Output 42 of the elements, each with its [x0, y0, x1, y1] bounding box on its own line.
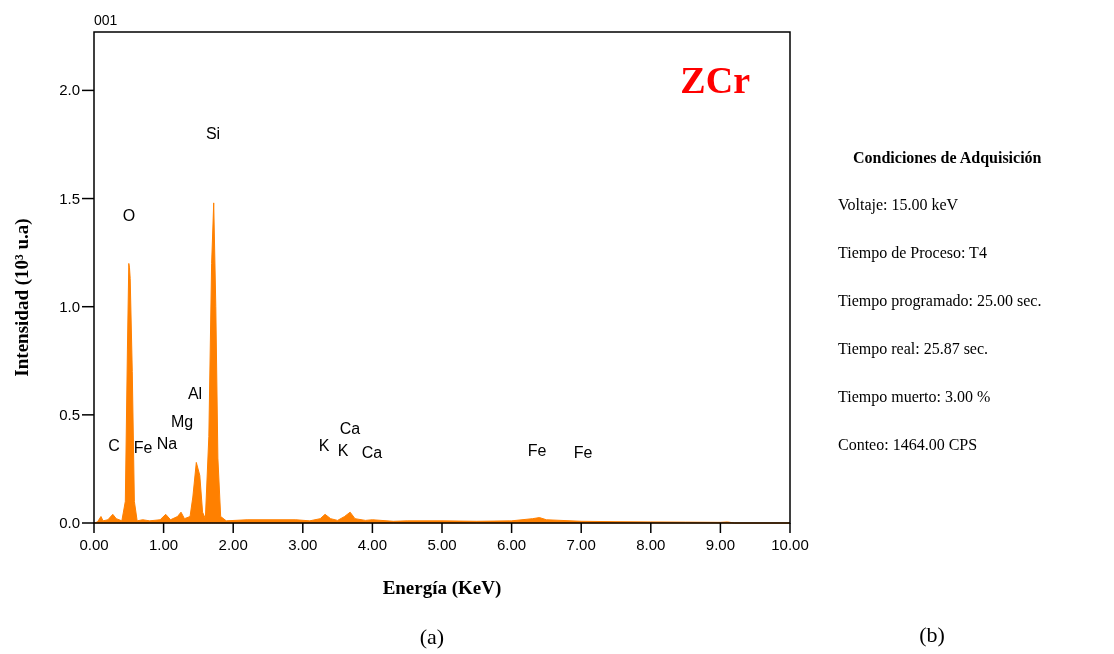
y-tick-label: 1.5: [59, 189, 80, 207]
x-tick-label: 4.00: [357, 536, 387, 553]
annotation: Ca: [339, 420, 361, 437]
text: Tiempo real: 25.87 sec.: [838, 340, 989, 358]
annotation: Fe: [573, 444, 593, 461]
y-tick-label: 2.0: [59, 81, 80, 99]
x-tick-label: 9.00: [705, 536, 735, 553]
annotation: Mg: [170, 413, 194, 430]
text: Condiciones de Adquisición: [853, 149, 1042, 167]
x-tick-label: 0.00: [79, 536, 109, 553]
y-tick-label: 0.5: [59, 405, 80, 423]
text: Voltaje: 15.00 keV: [838, 196, 959, 214]
x-axis-title: Energía (KeV): [382, 577, 502, 599]
annotation: Fe: [133, 439, 153, 456]
y-tick-label: 0.0: [59, 514, 80, 531]
x-tick-label: 7.00: [566, 536, 596, 553]
text: Tiempo muerto: 3.00 %: [838, 388, 991, 406]
annotation: Ca: [361, 444, 383, 461]
text: Tiempo de Proceso: T4: [838, 244, 987, 262]
annotation: C: [108, 437, 120, 454]
text: Conteo: 1464.00 CPS: [838, 436, 978, 453]
text: Tiempo programado: 25.00 sec.: [838, 292, 1042, 310]
x-tick-label: 8.00: [636, 536, 666, 553]
x-tick-label: 3.00: [288, 536, 318, 553]
annotation: Fe: [527, 442, 547, 459]
y-axis-title: Intensidad (10³ u.a): [11, 218, 33, 377]
text: (b): [919, 622, 945, 647]
chart-title: 001: [94, 12, 118, 28]
x-tick-label: 10.00: [771, 536, 809, 553]
x-tick-label: 2.00: [218, 536, 248, 553]
x-tick-label: 6.00: [497, 536, 527, 553]
annotation: Si: [205, 125, 221, 142]
x-tick-label: 5.00: [427, 536, 457, 553]
annotation: ZCr: [680, 59, 751, 101]
annotation: O: [122, 207, 136, 224]
annotation: K: [337, 442, 349, 459]
annotation: Na: [156, 435, 178, 452]
annotation: Al: [187, 385, 203, 402]
x-tick-label: 1.00: [149, 536, 179, 553]
text: (a): [419, 624, 445, 649]
y-tick-label: 1.0: [59, 297, 80, 315]
annotation: K: [318, 437, 330, 454]
